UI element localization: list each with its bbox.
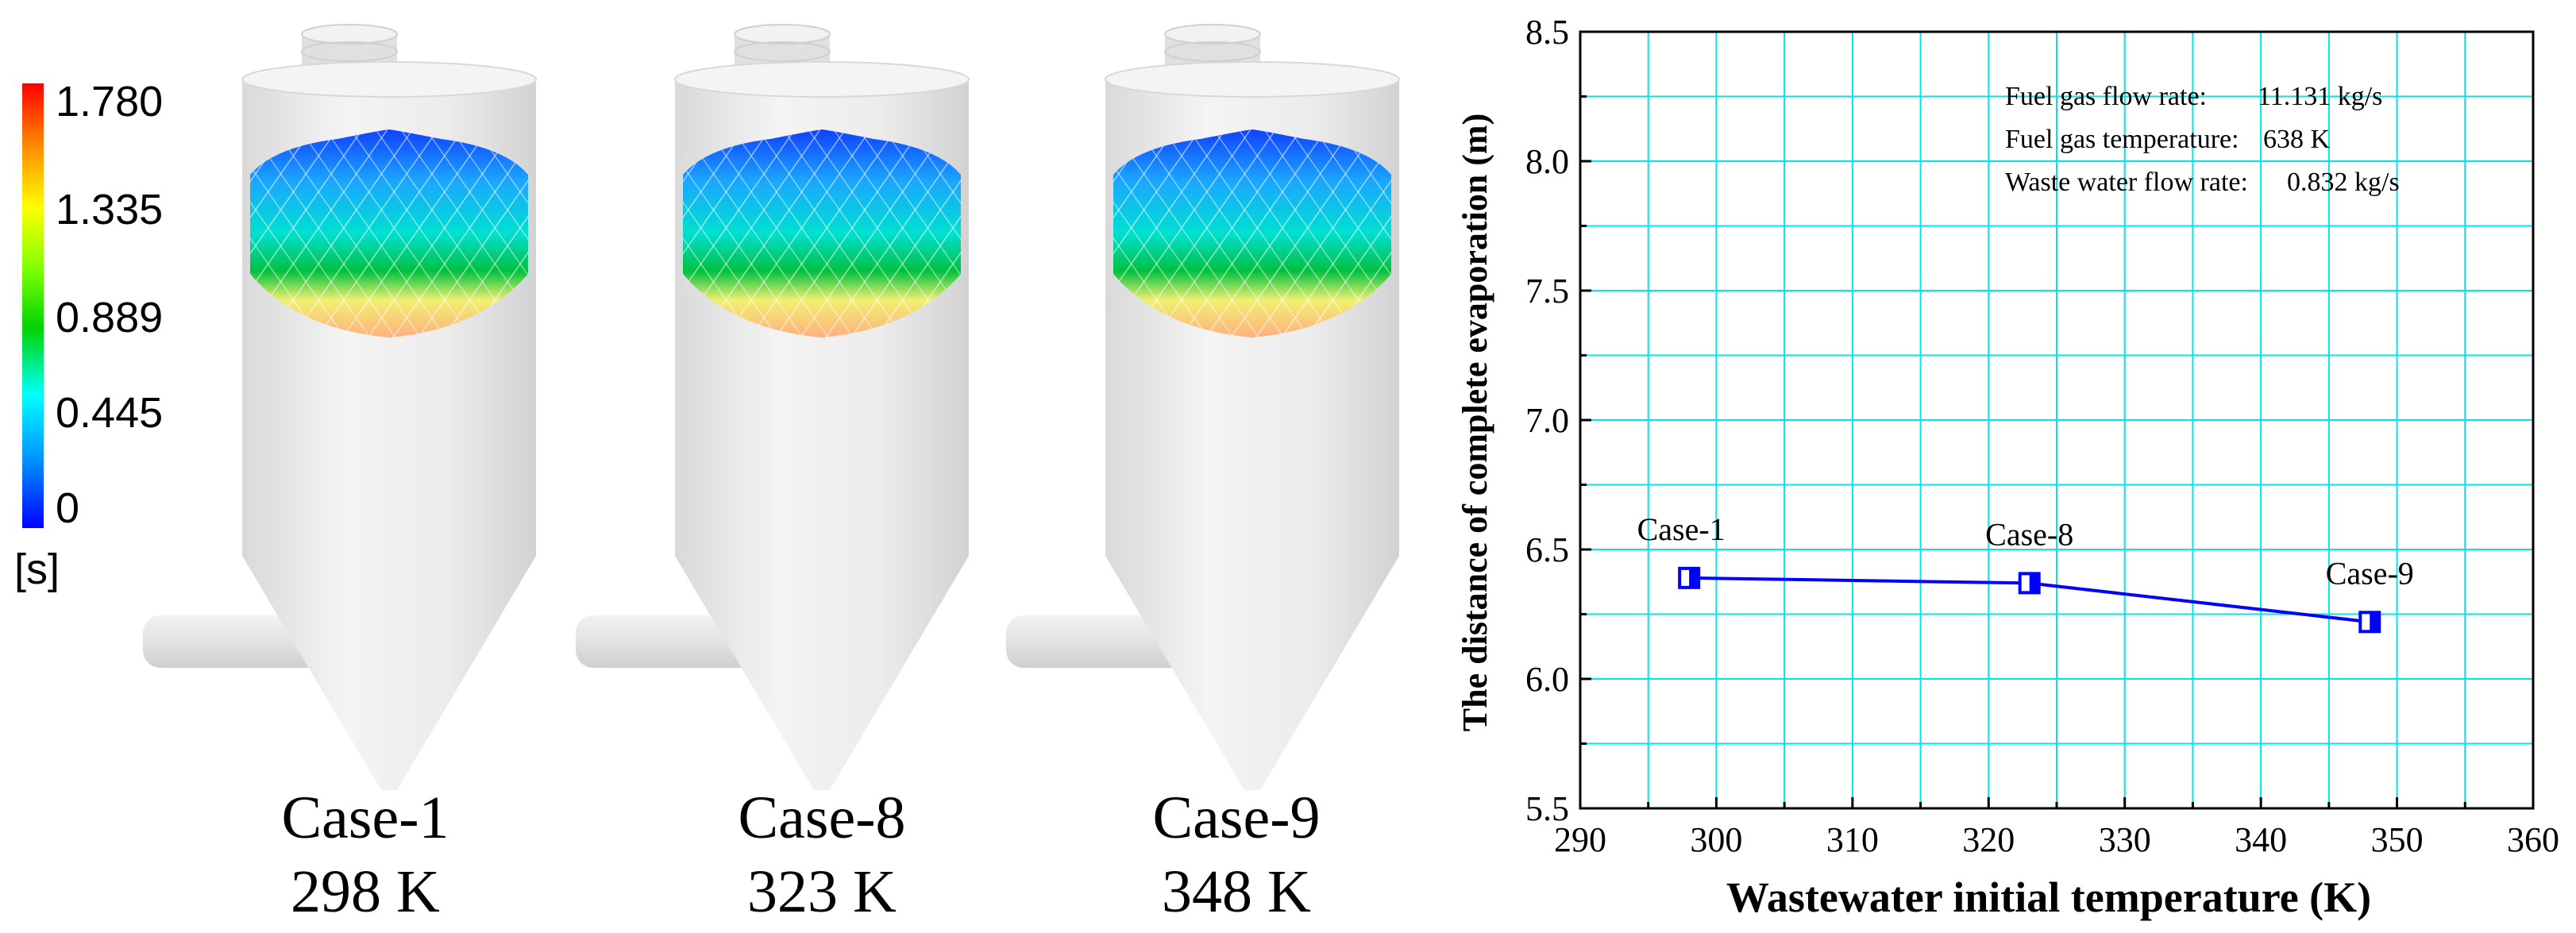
vessel-case-8 — [575, 24, 970, 791]
y-tick-label: 6.0 — [1525, 660, 1569, 699]
x-tick-label: 360 — [2507, 820, 2559, 859]
y-axis-title: The distance of complete evaporation (m) — [1456, 114, 1494, 731]
x-axis-title: Wastewater initial temperature (K) — [1726, 873, 2371, 921]
data-point-fill — [2370, 612, 2380, 632]
colorbar-tick: 0 — [56, 484, 79, 532]
colorbar-tick: 1.780 — [56, 78, 163, 125]
case-label: Case-9 — [1152, 785, 1320, 851]
x-tick-label: 340 — [2235, 820, 2287, 859]
x-tick-label: 320 — [1962, 820, 2015, 859]
annotation-box: Fuel gas flow rate: 11.131 kg/s Fuel gas… — [2005, 82, 2400, 197]
x-tick-label: 300 — [1690, 820, 1742, 859]
annotation-waste-water-flow-label: Waste water flow rate: — [2005, 168, 2248, 197]
case-temp: 323 K — [747, 858, 897, 925]
colorbar-tick: 0.445 — [56, 389, 163, 437]
annotation-fuel-gas-flow-label: Fuel gas flow rate: — [2005, 82, 2207, 111]
data-point-fill — [1689, 568, 1699, 588]
case-temp: 298 K — [291, 858, 440, 925]
colorbar: 1.780 1.335 0.889 0.445 0 [s] — [14, 78, 163, 593]
y-tick-label: 7.5 — [1525, 272, 1569, 310]
x-tick-label: 310 — [1826, 820, 1879, 859]
colorbar-gradient — [22, 83, 44, 528]
case-temp: 348 K — [1162, 858, 1311, 925]
y-tick-label: 7.0 — [1525, 401, 1569, 440]
point-label: Case-8 — [1985, 516, 2073, 552]
x-tick-label: 290 — [1554, 820, 1606, 859]
chart-grid — [1579, 31, 2534, 809]
annotation-fuel-gas-temp-value: 638 K — [2263, 125, 2331, 154]
colorbar-unit: [s] — [14, 546, 60, 593]
point-label: Case-9 — [2326, 555, 2414, 591]
point-label: Case-1 — [1637, 511, 1726, 547]
x-tick-label: 330 — [2099, 820, 2151, 859]
annotation-waste-water-flow-value: 0.832 kg/s — [2287, 168, 2400, 197]
vessel-case-1 — [142, 24, 537, 791]
y-tick-label: 6.5 — [1525, 530, 1569, 569]
annotation-fuel-gas-temp-label: Fuel gas temperature: — [2005, 125, 2239, 154]
x-tick-label: 350 — [2371, 820, 2424, 859]
colorbar-tick: 1.335 — [56, 186, 163, 233]
case-label: Case-8 — [738, 785, 905, 851]
data-point-fill — [2029, 573, 2039, 593]
y-tick-label: 5.5 — [1525, 789, 1569, 828]
annotation-fuel-gas-flow-value: 11.131 kg/s — [2258, 82, 2382, 111]
y-tick-label: 8.5 — [1525, 13, 1569, 52]
case-label: Case-1 — [281, 785, 449, 851]
y-tick-label: 8.0 — [1525, 142, 1569, 181]
line-chart: 290 300 310 320 330 340 350 360 5.5 6.0 6.5 7.0 7.5 8… — [1456, 13, 2559, 921]
chart-ticks: 290 300 310 320 330 340 350 360 5.5 6.0 6.5 7.0 7.5 8… — [1525, 13, 2559, 859]
vessel-case-9 — [1005, 24, 1400, 791]
colorbar-tick: 0.889 — [56, 294, 163, 341]
chart-series: Case-1 Case-8 Case-9 — [1637, 511, 2414, 634]
